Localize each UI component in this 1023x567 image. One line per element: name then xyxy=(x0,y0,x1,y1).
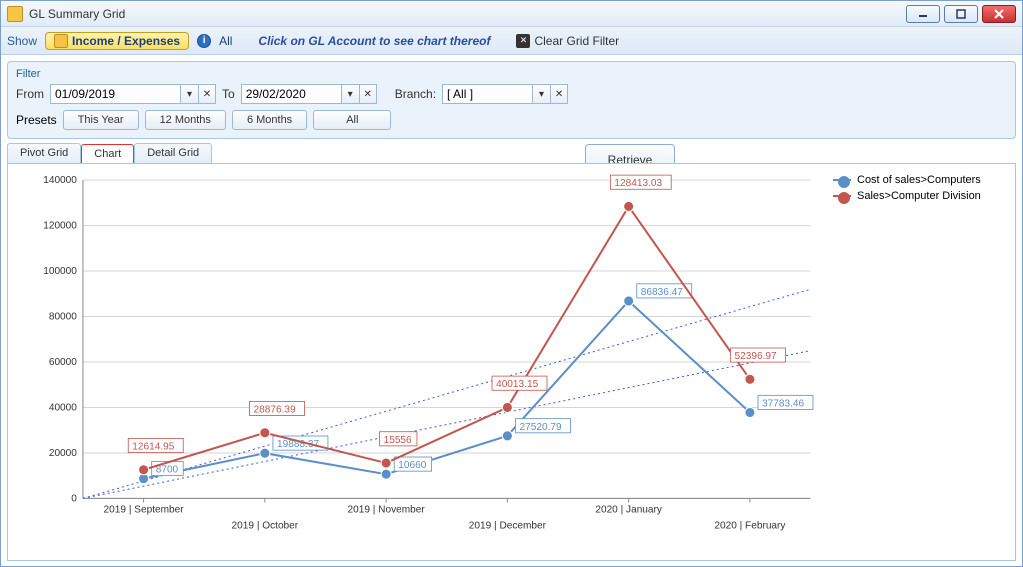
from-date-field[interactable] xyxy=(50,84,180,104)
hint-text: Click on GL Account to see chart thereof xyxy=(258,34,490,48)
toolbar: Show Income / Expenses i All Click on GL… xyxy=(1,27,1022,55)
chevron-down-icon[interactable]: ▾ xyxy=(180,84,198,104)
svg-text:37783.46: 37783.46 xyxy=(762,398,804,409)
svg-text:8700: 8700 xyxy=(156,465,179,476)
chevron-down-icon[interactable]: ▾ xyxy=(341,84,359,104)
clear-icon: ✕ xyxy=(516,34,530,48)
chart-panel: 0 20000 40000 60000 80000 100000 120000 140000 2… xyxy=(7,163,1016,561)
income-expenses-button[interactable]: Income / Expenses xyxy=(45,32,189,50)
clear-to-icon[interactable]: ✕ xyxy=(359,84,377,104)
titlebar: GL Summary Grid xyxy=(1,1,1022,27)
svg-text:28876.39: 28876.39 xyxy=(254,405,296,416)
preset-12-months-button[interactable]: 12 Months xyxy=(145,110,226,130)
app-icon xyxy=(7,6,23,22)
minimize-button[interactable] xyxy=(906,5,940,23)
clear-grid-filter-button[interactable]: ✕ Clear Grid Filter xyxy=(516,34,619,48)
svg-text:40000: 40000 xyxy=(49,403,77,414)
branch-select[interactable]: ▾ ✕ xyxy=(442,84,568,104)
clear-from-icon[interactable]: ✕ xyxy=(198,84,216,104)
svg-text:140000: 140000 xyxy=(43,175,77,186)
svg-text:120000: 120000 xyxy=(43,221,77,232)
svg-text:12614.95: 12614.95 xyxy=(132,442,174,453)
from-date-input[interactable]: ▾ ✕ xyxy=(50,84,216,104)
branch-label: Branch: xyxy=(395,87,436,101)
maximize-button[interactable] xyxy=(944,5,978,23)
from-label: From xyxy=(16,87,44,101)
tabs: Pivot Grid Chart Detail Grid xyxy=(7,143,1016,163)
tab-detail-grid[interactable]: Detail Grid xyxy=(134,143,212,163)
legend-item: Sales>Computer Division xyxy=(833,190,1005,202)
svg-text:0: 0 xyxy=(71,493,77,504)
tab-chart[interactable]: Chart xyxy=(81,144,134,164)
to-label: To xyxy=(222,87,235,101)
svg-text:86836.47: 86836.47 xyxy=(641,287,683,298)
svg-text:128413.03: 128413.03 xyxy=(614,178,662,189)
show-label[interactable]: Show xyxy=(7,34,37,48)
preset-6-months-button[interactable]: 6 Months xyxy=(232,110,307,130)
filter-caption: Filter xyxy=(16,68,1007,80)
presets-label: Presets xyxy=(16,113,57,127)
all-label[interactable]: All xyxy=(219,34,232,48)
svg-text:2019 | September: 2019 | September xyxy=(104,505,185,516)
badge-label: Income / Expenses xyxy=(72,34,180,48)
svg-text:2019 | November: 2019 | November xyxy=(348,505,426,516)
legend-label: Cost of sales>Computers xyxy=(857,174,981,186)
svg-text:52396.97: 52396.97 xyxy=(735,351,777,362)
close-button[interactable] xyxy=(982,5,1016,23)
svg-text:20000: 20000 xyxy=(49,448,77,459)
svg-text:40013.15: 40013.15 xyxy=(496,379,538,390)
filter-group: Filter From ▾ ✕ To ▾ ✕ Branch: ▾ xyxy=(7,61,1016,139)
svg-text:2019 | December: 2019 | December xyxy=(469,521,547,532)
tab-pivot-grid[interactable]: Pivot Grid xyxy=(7,143,81,163)
line-chart: 0 20000 40000 60000 80000 100000 120000 140000 2… xyxy=(14,170,829,554)
info-icon[interactable]: i xyxy=(197,34,211,48)
svg-text:80000: 80000 xyxy=(49,312,77,323)
svg-text:100000: 100000 xyxy=(43,266,77,277)
branch-field[interactable] xyxy=(442,84,532,104)
svg-text:2019 | October: 2019 | October xyxy=(232,521,299,532)
svg-text:2020 | February: 2020 | February xyxy=(714,521,786,532)
chevron-down-icon[interactable]: ▾ xyxy=(532,84,550,104)
svg-text:27520.79: 27520.79 xyxy=(520,422,562,433)
legend-item: Cost of sales>Computers xyxy=(833,174,1005,186)
to-date-input[interactable]: ▾ ✕ xyxy=(241,84,377,104)
legend: Cost of sales>Computers Sales>Computer D… xyxy=(829,170,1009,554)
ledger-icon xyxy=(54,34,68,48)
clear-label: Clear Grid Filter xyxy=(534,34,619,48)
to-date-field[interactable] xyxy=(241,84,341,104)
preset-this-year-button[interactable]: This Year xyxy=(63,110,139,130)
legend-label: Sales>Computer Division xyxy=(857,190,981,202)
clear-branch-icon[interactable]: ✕ xyxy=(550,84,568,104)
svg-text:60000: 60000 xyxy=(49,357,77,368)
preset-all-button[interactable]: All xyxy=(313,110,391,130)
svg-text:15556: 15556 xyxy=(384,435,412,446)
svg-text:10660: 10660 xyxy=(398,460,426,471)
svg-text:2020 | January: 2020 | January xyxy=(595,505,663,516)
window-title: GL Summary Grid xyxy=(29,7,906,21)
